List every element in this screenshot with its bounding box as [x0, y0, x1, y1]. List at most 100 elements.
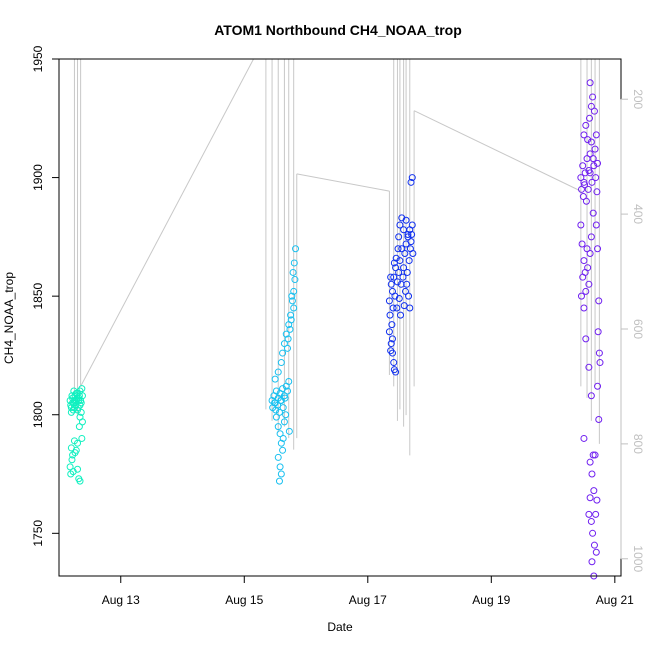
y-tick-label: 1900	[31, 164, 45, 191]
data-point	[592, 174, 600, 182]
data-point	[584, 264, 592, 272]
data-point	[590, 162, 598, 170]
flight-gap-line	[296, 173, 390, 192]
data-point	[579, 273, 587, 281]
data-point	[586, 114, 594, 122]
data-point	[408, 221, 416, 229]
data-point	[288, 297, 296, 305]
data-point	[585, 363, 593, 371]
data-point	[75, 397, 83, 405]
y2-tick-label: 1000	[631, 545, 645, 572]
data-point	[595, 297, 603, 305]
data-point	[387, 273, 395, 281]
data-point	[276, 463, 284, 471]
data-point	[395, 295, 403, 303]
data-point	[587, 517, 595, 525]
data-point	[586, 169, 594, 177]
data-point	[588, 558, 596, 566]
data-point	[581, 169, 589, 177]
data-point	[404, 230, 412, 238]
data-point	[582, 335, 590, 343]
data-point	[78, 385, 86, 393]
data-point	[583, 245, 591, 253]
data-point	[593, 496, 601, 504]
data-point	[282, 330, 290, 338]
x-axis: Aug 13 Aug 15 Aug 17 Aug 19 Aug 21	[102, 576, 634, 607]
y-tick-label: 1950	[31, 45, 45, 72]
data-point	[274, 368, 282, 376]
data-point	[272, 413, 280, 421]
data-point	[392, 264, 400, 272]
data-point	[580, 131, 588, 139]
y2-tick-label: 400	[631, 204, 645, 224]
data-point	[589, 93, 597, 101]
data-point	[590, 487, 598, 495]
data-point	[75, 423, 83, 431]
data-point	[394, 245, 402, 253]
data-point	[284, 335, 292, 343]
data-point	[279, 434, 287, 442]
data-point	[274, 423, 282, 431]
data-point	[594, 328, 602, 336]
data-point	[397, 311, 405, 319]
y2-tick-label: 200	[631, 89, 645, 109]
data-point	[590, 107, 598, 115]
data-point	[580, 304, 588, 312]
secondary-y-axis: 200 400 600 800 1000	[620, 89, 645, 572]
data-point	[596, 359, 604, 367]
data-point	[404, 233, 412, 241]
data-point	[277, 359, 285, 367]
data-point	[400, 226, 408, 234]
data-point	[595, 349, 603, 357]
data-point	[587, 233, 595, 241]
data-point	[67, 408, 75, 416]
data-point	[588, 470, 596, 478]
data-point	[586, 150, 594, 158]
x-axis-label: Date	[327, 620, 353, 634]
data-point	[591, 145, 599, 153]
data-point	[408, 174, 416, 182]
data-point	[78, 392, 86, 400]
data-point	[280, 418, 288, 426]
y-tick-label: 1750	[31, 520, 45, 547]
data-point	[389, 304, 397, 312]
data-point	[285, 378, 293, 386]
data-point	[388, 321, 396, 329]
data-point	[577, 292, 585, 300]
data-point	[385, 297, 393, 305]
y-tick-label: 1850	[31, 282, 45, 309]
data-point	[407, 238, 415, 246]
data-point	[280, 340, 288, 348]
x-tick-label: Aug 19	[472, 593, 510, 607]
data-point	[282, 411, 290, 419]
data-point	[400, 264, 408, 272]
data-point	[67, 470, 75, 478]
data-point	[390, 273, 398, 281]
data-point	[279, 446, 287, 454]
data-point	[390, 366, 398, 374]
data-point	[405, 292, 413, 300]
data-point	[405, 257, 413, 265]
data-point	[276, 430, 284, 438]
data-point	[593, 188, 601, 196]
data-point	[587, 392, 595, 400]
data-point	[403, 268, 411, 276]
data-point	[292, 245, 300, 253]
x-tick-label: Aug 13	[102, 593, 140, 607]
data-point	[589, 451, 597, 459]
data-point	[591, 451, 599, 459]
data-point	[592, 131, 600, 139]
data-point	[271, 375, 279, 383]
data-point	[584, 185, 592, 193]
data-point	[592, 548, 600, 556]
x-tick-label: Aug 21	[596, 593, 634, 607]
data-point	[77, 397, 85, 405]
y-tick-label: 1800	[31, 401, 45, 428]
data-point	[288, 292, 296, 300]
data-point	[582, 121, 590, 129]
data-point	[594, 382, 602, 390]
data-point	[594, 245, 602, 253]
data-point	[286, 325, 294, 333]
data-point	[589, 529, 597, 537]
